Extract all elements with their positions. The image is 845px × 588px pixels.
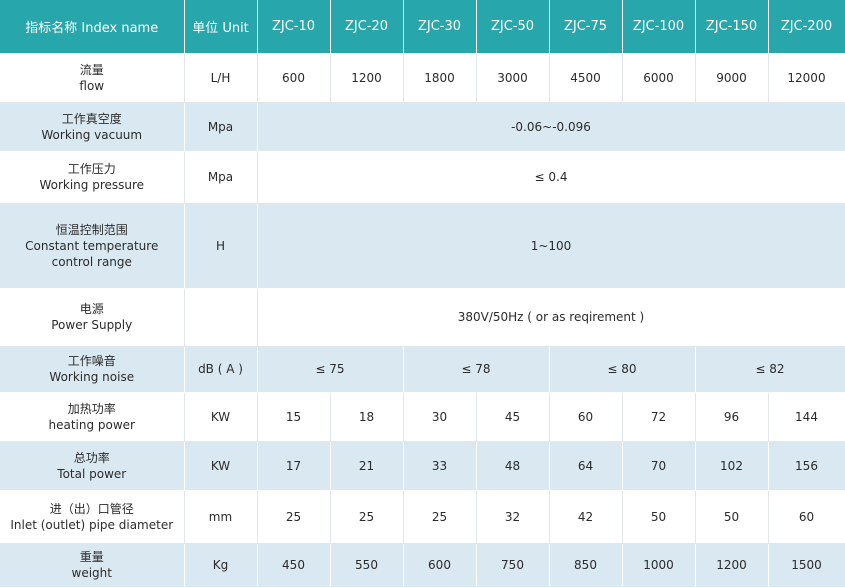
table-cell: 18	[330, 392, 404, 442]
table-cell: 550	[330, 543, 404, 588]
table-cell: 144	[768, 392, 845, 442]
header-row: 指标名称 Index name 单位 Unit ZJC-10 ZJC-20 ZJ…	[0, 0, 845, 54]
table-cell: 21	[330, 441, 404, 491]
row-unit: dB ( A )	[184, 346, 258, 393]
table-cell: 4500	[549, 53, 623, 103]
table-cell: 50	[695, 490, 769, 544]
table-row: 进（出）口管径 Inlet (outlet) pipe diameter mm 2…	[0, 490, 845, 544]
table-cell: 17	[257, 441, 331, 491]
row-label: 恒温控制范围 Constant temperature control range	[0, 203, 185, 289]
header-model: ZJC-50	[476, 0, 550, 54]
table-cell: 30	[403, 392, 477, 442]
table-cell: 96	[695, 392, 769, 442]
table-cell: 60	[768, 490, 845, 544]
table-cell: 450	[257, 543, 331, 588]
table-row: 工作噪音 Working noise dB ( A ) ≤ 75 ≤ 78 ≤ 8…	[0, 346, 845, 393]
row-label: 总功率 Total power	[0, 441, 185, 491]
table-cell: 25	[257, 490, 331, 544]
row-unit: KW	[184, 392, 258, 442]
table-cell: 42	[549, 490, 623, 544]
table-cell: 72	[622, 392, 696, 442]
table-cell: 156	[768, 441, 845, 491]
row-unit: Kg	[184, 543, 258, 588]
table-cell: 750	[476, 543, 550, 588]
table-cell-group: ≤ 80	[549, 346, 696, 393]
table-cell: 850	[549, 543, 623, 588]
header-model: ZJC-75	[549, 0, 623, 54]
table-row: 总功率 Total power KW 17 21 33 48 64 70 102 …	[0, 441, 845, 491]
table-cell: 1200	[330, 53, 404, 103]
table-cell: 25	[330, 490, 404, 544]
table-cell: 32	[476, 490, 550, 544]
table-cell: 12000	[768, 53, 845, 103]
table-cell-group: ≤ 75	[257, 346, 404, 393]
table-cell: 600	[257, 53, 331, 103]
table-cell: 45	[476, 392, 550, 442]
table-cell: 64	[549, 441, 623, 491]
header-model: ZJC-100	[622, 0, 696, 54]
header-model: ZJC-30	[403, 0, 477, 54]
row-unit: L/H	[184, 53, 258, 103]
table-cell-group: ≤ 78	[403, 346, 550, 393]
row-unit: KW	[184, 441, 258, 491]
table-row: 工作压力 Working pressure Mpa ≤ 0.4	[0, 151, 845, 204]
table-cell-span: ≤ 0.4	[257, 151, 845, 204]
header-unit: 单位 Unit	[184, 0, 258, 54]
table-cell: 600	[403, 543, 477, 588]
table-cell: 1800	[403, 53, 477, 103]
row-label: 工作真空度 Working vacuum	[0, 102, 185, 152]
table-cell-span: 380V/50Hz ( or as reqirement )	[257, 288, 845, 347]
row-label: 进（出）口管径 Inlet (outlet) pipe diameter	[0, 490, 185, 544]
table-row: 加热功率 heating power KW 15 18 30 45 60 72 9…	[0, 392, 845, 442]
table-cell: 50	[622, 490, 696, 544]
row-unit: H	[184, 203, 258, 289]
row-label: 重量 weight	[0, 543, 185, 588]
table-cell: 1200	[695, 543, 769, 588]
table-cell: 60	[549, 392, 623, 442]
table-cell: 70	[622, 441, 696, 491]
table-row: 工作真空度 Working vacuum Mpa -0.06~-0.096	[0, 102, 845, 152]
header-model: ZJC-10	[257, 0, 331, 54]
row-unit: Mpa	[184, 102, 258, 152]
table-row: 恒温控制范围 Constant temperature control range …	[0, 203, 845, 289]
table-cell: 1500	[768, 543, 845, 588]
row-unit: Mpa	[184, 151, 258, 204]
row-label: 工作压力 Working pressure	[0, 151, 185, 204]
table-cell: 15	[257, 392, 331, 442]
table-cell-span: 1~100	[257, 203, 845, 289]
row-label: 工作噪音 Working noise	[0, 346, 185, 393]
table-cell: 9000	[695, 53, 769, 103]
table-cell: 25	[403, 490, 477, 544]
table-cell: 3000	[476, 53, 550, 103]
header-model: ZJC-150	[695, 0, 769, 54]
table-row: 流量 flow L/H 600 1200 1800 3000 4500 6000 …	[0, 53, 845, 103]
table-cell: 102	[695, 441, 769, 491]
table-cell: 33	[403, 441, 477, 491]
row-label: 电源 Power Supply	[0, 288, 185, 347]
row-unit: mm	[184, 490, 258, 544]
table-cell-group: ≤ 82	[695, 346, 845, 393]
table-cell: 1000	[622, 543, 696, 588]
row-unit	[184, 288, 258, 347]
table-cell-span: -0.06~-0.096	[257, 102, 845, 152]
table-row: 重量 weight Kg 450 550 600 750 850 1000 120…	[0, 543, 845, 588]
header-index-name: 指标名称 Index name	[0, 0, 185, 54]
table-cell: 6000	[622, 53, 696, 103]
row-label: 流量 flow	[0, 53, 185, 103]
row-label: 加热功率 heating power	[0, 392, 185, 442]
table-row: 电源 Power Supply 380V/50Hz ( or as reqirem…	[0, 288, 845, 347]
header-model: ZJC-200	[768, 0, 845, 54]
table-cell: 48	[476, 441, 550, 491]
header-model: ZJC-20	[330, 0, 404, 54]
